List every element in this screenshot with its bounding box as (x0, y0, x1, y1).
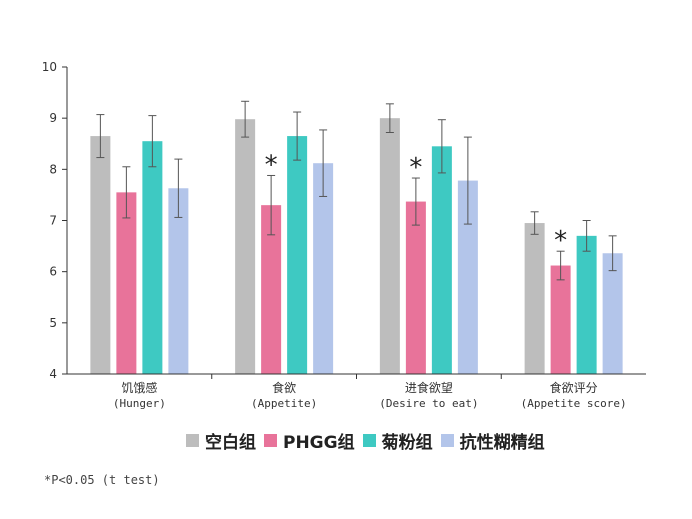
legend-item: 空白组 (186, 428, 256, 453)
bar (550, 265, 571, 374)
significance-markers: * * * (265, 150, 568, 256)
category-label: 进食欲望 (405, 380, 453, 395)
bar (168, 188, 189, 374)
axes (66, 67, 646, 379)
bar (261, 205, 282, 374)
footnote: *P<0.05 (t test) (44, 473, 160, 487)
legend-label: 空白组 (205, 433, 256, 453)
legend-swatch (440, 434, 454, 447)
bar (313, 163, 334, 374)
bars (90, 118, 623, 375)
significance-marker: * (554, 226, 567, 256)
y-tick-label: 5 (49, 316, 57, 330)
bar (235, 119, 256, 374)
category-sublabel: (Hunger) (113, 397, 166, 410)
bar (457, 180, 478, 374)
significance-marker: * (265, 150, 278, 180)
y-tick-label: 8 (49, 162, 57, 176)
category-sublabel: (Appetite) (251, 397, 317, 410)
bar (142, 141, 163, 374)
bar (116, 192, 137, 374)
category-label: 食欲 (272, 380, 296, 395)
category-label: 饥饿感 (121, 380, 157, 395)
y-axis-ticks: 4 5 6 7 8 9 10 (42, 60, 67, 381)
y-tick-label: 9 (49, 111, 57, 125)
bar (405, 201, 426, 374)
category-sublabel: (Appetite score) (521, 397, 627, 410)
legend-swatch (362, 434, 376, 447)
y-tick-label: 10 (42, 60, 57, 74)
legend-swatch (264, 434, 277, 447)
error-bars (96, 100, 617, 281)
legend-item: 菊粉组 (362, 428, 433, 453)
legend-label: 菊粉组 (381, 433, 433, 453)
bar (431, 146, 452, 374)
legend-item: PHGG组 (264, 428, 355, 453)
legend-swatch (186, 434, 199, 447)
significance-marker: * (409, 153, 422, 183)
bar (379, 118, 400, 375)
category-label: 食欲评分 (550, 380, 598, 395)
legend-label: PHGG组 (283, 433, 355, 453)
bar (602, 253, 623, 374)
bar (524, 223, 545, 374)
bar (576, 235, 597, 374)
bar (287, 136, 308, 374)
category-labels: 饥饿感 (Hunger) 食欲 (Appetite) 进食欲望 (Desire to ea… (113, 380, 627, 410)
y-tick-label: 4 (49, 367, 57, 381)
y-tick-label: 6 (49, 265, 57, 279)
y-tick-label: 7 (49, 214, 57, 228)
legend: 空白组 PHGG组 菊粉组 抗性糊精组 (186, 428, 553, 453)
category-sublabel: (Desire to eat) (379, 397, 478, 410)
bar (90, 136, 111, 374)
legend-item: 抗性糊精组 (440, 428, 545, 453)
legend-label: 抗性糊精组 (459, 433, 545, 453)
